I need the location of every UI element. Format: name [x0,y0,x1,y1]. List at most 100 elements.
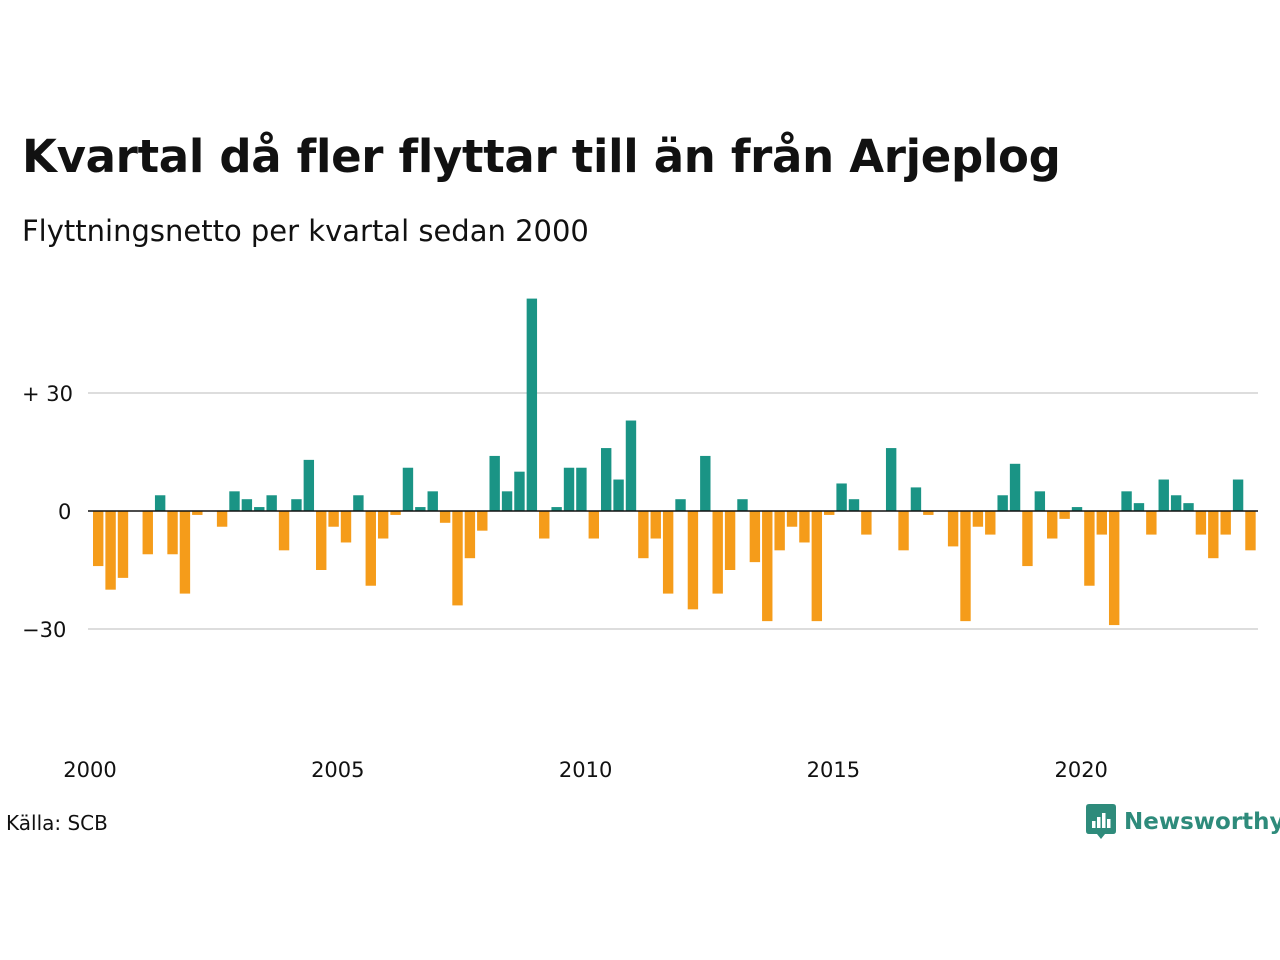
bar: 2013 K4: -10 [774,511,785,551]
bar: 2012 K1: -25 [687,511,699,610]
bar: 2020 K3: -29 [1108,511,1120,626]
bar: 2014 K3: -28 [811,511,823,622]
bar: 2016 K1: 16 [885,448,897,511]
bar: 2018 K3: 12 [1009,463,1021,511]
bar: 2009 K2: 1 [551,507,562,511]
bar: 2000 K2: -20 [105,511,116,590]
bar: 2001 K2: 4 [154,495,166,511]
y-tick-label: 0 [58,500,71,524]
bar: 2022 K3: -12 [1208,511,1219,559]
bar: 2010 K2: 16 [600,448,612,511]
bar: 2006 K1: -1 [390,511,401,515]
source-note: Källa: SCB [6,811,108,835]
bars: 2000 K1: -142000 K2: -202000 K3: -17 2001… [93,298,1256,626]
bar: 2020 K4: 5 [1121,491,1132,511]
bar: 2017 K2: -9 [947,511,959,547]
bar: 2005 K2: 4 [353,495,364,511]
bar: 2021 K1: 2 [1133,503,1145,511]
bar: 2007 K2: -24 [452,511,463,606]
bar: 2002 K1: -1 [192,511,203,515]
bar: 2011 K1: -12 [638,511,649,559]
bar: 2013 K1: 3 [737,499,748,511]
bar: 2015 K1: 7 [836,483,847,511]
y-tick-label: −30 [22,618,66,642]
bar: 2005 K1: -8 [340,511,352,543]
bar: 2010 K1: -7 [588,511,599,539]
bar: 2002 K4: 5 [229,491,240,511]
bar: 2018 K4: -14 [1022,511,1033,567]
bar: 2012 K4: -15 [724,511,736,570]
bar: 2008 K2: 5 [501,491,513,511]
bar: 2022 K1: 2 [1183,503,1194,511]
bar: 2004 K3: -15 [316,511,327,570]
bar: 2017 K4: -4 [972,511,984,527]
bar: 2022 K2: -6 [1195,511,1207,535]
bar: 2002 K3: -4 [216,511,228,527]
bar: 2012 K2: 14 [700,455,711,511]
bar: 2005 K3: -19 [365,511,376,586]
bar: 2019 K4: 1 [1071,507,1083,511]
bar: 2014 K4: -1 [824,511,835,515]
bar: 2007 K3: -12 [464,511,476,559]
bar: 2013 K3: -28 [762,511,773,622]
bar: 2020 K1: -19 [1084,511,1095,586]
bar: 2019 K3: -2 [1059,511,1070,519]
bar-chart: 2000 K1: -142000 K2: -202000 K3: -17 2001… [22,298,1258,782]
bar: 2000 K1: -14 [93,511,104,567]
bar: 2023 K1: 8 [1232,479,1244,511]
chart-subtitle: Flyttningsnetto per kvartal sedan 2000 [22,214,589,248]
bar: 2000 K3: -17 [117,511,129,578]
bar: 2009 K3: 11 [563,467,575,511]
bar: 2005 K4: -7 [377,511,389,539]
bar: 2011 K4: 3 [675,499,686,511]
x-tick-label: 2010 [559,758,612,782]
bar: 2013 K2: -13 [749,511,761,563]
bar: 2004 K4: -4 [328,511,339,527]
bar: 2021 K2: -6 [1146,511,1157,535]
bar: 2023 K2: -10 [1245,511,1256,551]
bar: 2021 K4: 4 [1170,495,1182,511]
x-tick-label: 2020 [1054,758,1107,782]
bar: 2007 K1: -3 [439,511,451,523]
bar: 2003 K3: 4 [266,495,277,511]
bar: 2009 K1: -7 [539,511,550,539]
bar: 2018 K2: 4 [997,495,1008,511]
bar: 2010 K3: 8 [613,479,624,511]
bar: 2017 K3: -28 [960,511,971,622]
bar: 2011 K2: -7 [650,511,661,539]
chart-title: Kvartal då fler flyttar till än från Arj… [22,130,1061,183]
bar: 2008 K1: 14 [489,455,500,511]
x-tick-labels: 2000 2005 2010 2015 2020 [63,758,1108,782]
bar: 2016 K4: -1 [923,511,934,515]
bar: 2004 K1: 3 [291,499,302,511]
bar: 2003 K1: 3 [241,499,253,511]
bar: 2022 K4: -6 [1220,511,1231,535]
bar: 2009 K4: 11 [576,467,587,511]
bar: 2003 K2: 1 [254,507,265,511]
bar: 2006 K2: 11 [402,467,414,511]
bar: 2016 K2: -10 [898,511,909,551]
bar: 2016 K3: 6 [910,487,922,511]
bar: 2020 K2: -6 [1096,511,1107,535]
bar: 2010 K4: 23 [625,420,637,511]
bar: 2008 K3: 10 [514,471,525,511]
bar: 2007 K4: -5 [477,511,488,531]
bar: 2006 K3: 1 [415,507,426,511]
bar: 2015 K3: -6 [861,511,872,535]
x-tick-label: 2015 [807,758,860,782]
bar: 2004 K2: 13 [303,459,315,511]
newsworthy-logo-text: Newsworthy [1124,809,1280,835]
x-tick-label: 2005 [311,758,364,782]
bar: 2001 K3: -11 [167,511,178,555]
bar: 2021 K3: 8 [1158,479,1169,511]
bar: 2011 K3: -21 [662,511,674,594]
bar: 2018 K1: -6 [985,511,996,535]
bar: 2014 K2: -8 [799,511,810,543]
y-tick-label: + 30 [22,382,73,406]
bar: 2012 K3: -21 [712,511,723,594]
bar: 2003 K4: -10 [278,511,290,551]
gridlines [88,392,1258,630]
bar: 2008 K4: 54 [526,298,538,511]
bar: 2019 K1: 5 [1034,491,1046,511]
bar: 2001 K1: -11 [142,511,153,555]
